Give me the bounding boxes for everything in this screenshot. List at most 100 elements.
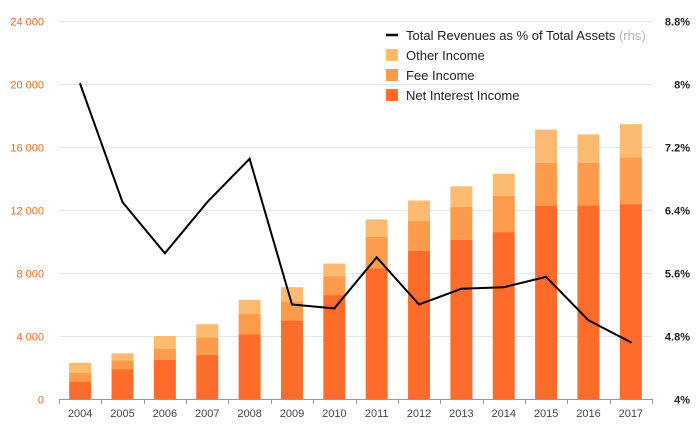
line-point-2008 [248,157,251,160]
x-tick-label: 2004 [68,408,92,420]
line-point-2017 [629,341,632,344]
bar-net-interest-income-2009 [280,320,303,399]
left-tick-label: 16 000 [10,143,44,155]
bar-other-income-2014 [492,173,515,196]
left-tick-label: 4 000 [16,332,44,344]
bar-series [69,124,642,399]
bar-other-income-2010 [323,263,346,277]
left-tick-label: 20 000 [10,80,44,92]
bar-net-interest-income-2017 [619,204,642,399]
bar-other-income-2005 [111,353,134,361]
line-point-2014 [502,286,505,289]
right-tick-label: 4.8% [665,332,690,344]
x-tick-label: 2012 [407,408,431,420]
bar-other-income-2009 [280,287,303,302]
bar-other-income-2016 [577,134,600,163]
legend-swatch-other-income [386,49,398,61]
bar-fee-income-2010 [323,276,346,296]
right-tick-label: 6.4% [665,206,690,218]
left-tick-label: 8 000 [16,269,44,281]
right-axis: 4% 4.8% 5.6% 6.4% 7.2% 8% 8.8% [665,17,690,407]
x-tick-label: 2013 [449,408,473,420]
bar-net-interest-income-2011 [365,268,388,399]
bar-net-interest-income-2015 [535,205,558,399]
x-tick-label: 2009 [280,408,304,420]
bar-other-income-2013 [450,186,473,207]
bar-fee-income-2009 [280,301,303,321]
line-point-2005 [121,201,124,204]
x-tick-label: 2008 [237,408,261,420]
bar-net-interest-income-2012 [408,250,431,399]
legend: Total Revenues as % of Total Assets (rhs… [386,28,646,103]
bar-fee-income-2016 [577,162,600,206]
left-tick-label: 24 000 [10,17,44,29]
x-tick-label: 2015 [534,408,558,420]
revenue-ratio-line [79,83,632,344]
x-tick-label: 2007 [195,408,219,420]
bar-other-income-2011 [365,219,388,237]
right-tick-label: 4% [674,395,690,407]
bar-fee-income-2007 [196,337,219,355]
left-tick-label: 0 [38,395,44,407]
line-point-2004 [79,83,82,85]
line-point-2013 [460,287,463,290]
line-point-2011 [375,256,378,259]
line-point-2016 [587,319,590,322]
bar-fee-income-2011 [365,236,388,269]
right-tick-label: 8% [674,80,690,92]
bar-net-interest-income-2014 [492,232,515,399]
bar-other-income-2015 [535,129,558,163]
bar-net-interest-income-2013 [450,239,473,399]
legend-label-net-interest-income: Net Interest Income [406,88,519,103]
bar-fee-income-2015 [535,162,558,206]
bar-fee-income-2014 [492,195,515,233]
bar-net-interest-income-2007 [196,354,219,399]
x-axis: 2004 2005 2006 2007 2008 2009 2010 2011 2012 2013… [59,399,653,420]
bar-fee-income-2008 [238,313,261,335]
bar-fee-income-2012 [408,221,431,251]
bar-other-income-2006 [153,336,176,349]
bar-other-income-2008 [238,299,261,314]
bar-fee-income-2017 [619,157,642,205]
bar-fee-income-2004 [69,373,92,382]
line-series [79,83,632,344]
right-tick-label: 8.8% [665,17,690,29]
x-tick-label: 2011 [365,408,389,420]
legend-swatch-fee-income [386,69,398,81]
bar-fee-income-2005 [111,360,134,370]
x-tick-label: 2016 [576,408,600,420]
bar-net-interest-income-2016 [577,205,600,399]
bar-other-income-2004 [69,362,92,374]
legend-swatch-net-interest-income [386,89,398,101]
legend-label-total-revenues-as-of-total-assets: Total Revenues as % of Total Assets (rhs… [406,28,646,43]
x-tick-label: 2017 [619,408,643,420]
gridlines [59,21,652,337]
line-point-2012 [418,303,421,306]
right-tick-label: 7.2% [665,143,690,155]
bar-fee-income-2006 [153,348,176,360]
x-tick-label: 2010 [322,408,346,420]
x-tick-label: 2005 [110,408,134,420]
bar-net-interest-income-2006 [153,359,176,399]
line-point-2010 [333,307,336,310]
bar-fee-income-2013 [450,206,473,240]
right-tick-label: 5.6% [665,269,690,281]
line-point-2006 [163,252,166,255]
x-tick-label: 2014 [492,408,516,420]
left-tick-label: 12 000 [10,206,44,218]
left-axis: 0 4 000 8 000 12 000 16 000 20 000 24 000 [10,17,44,407]
bar-other-income-2017 [619,124,642,158]
bar-net-interest-income-2008 [238,334,261,399]
legend-label-fee-income: Fee Income [406,68,475,83]
legend-label-other-income: Other Income [406,48,485,63]
line-point-2009 [290,303,293,306]
x-tick-label: 2006 [153,408,177,420]
line-point-2007 [206,201,209,204]
bar-other-income-2007 [196,324,219,338]
bar-net-interest-income-2004 [69,381,92,399]
bar-other-income-2012 [408,200,431,222]
bar-net-interest-income-2005 [111,369,134,399]
bar-net-interest-income-2010 [323,295,346,399]
line-point-2015 [545,275,548,278]
